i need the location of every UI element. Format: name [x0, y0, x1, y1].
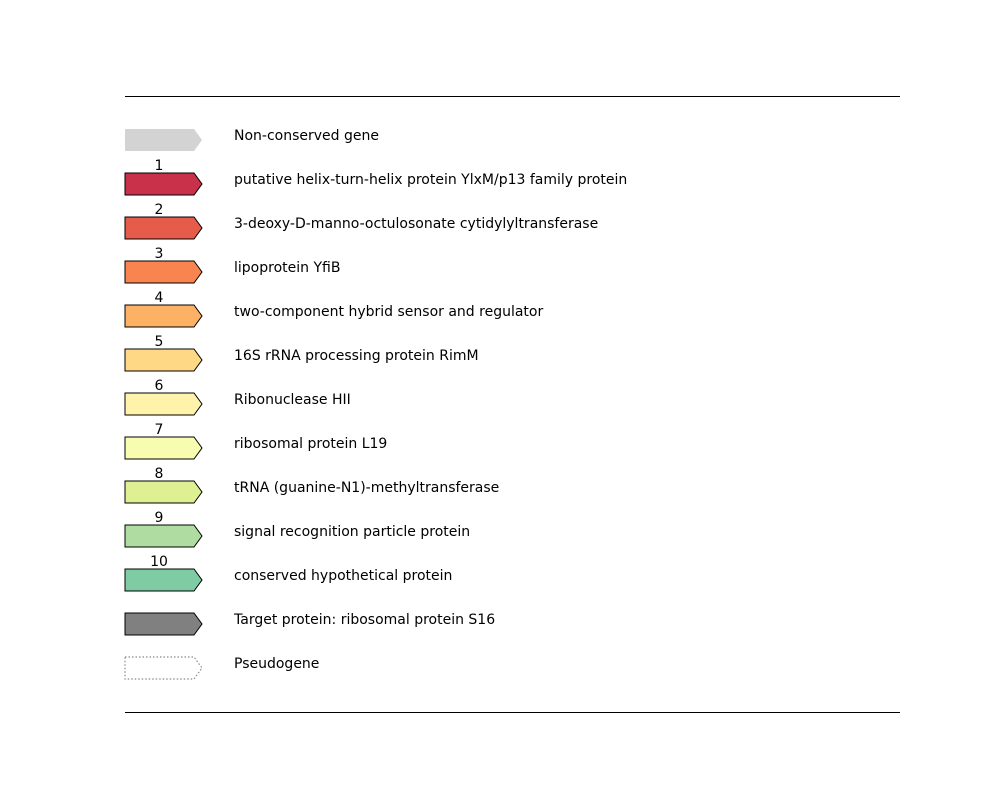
gene-number-label: 6: [155, 378, 164, 394]
gene-arrow-icon: [124, 524, 203, 548]
legend-item-label: lipoprotein YfiB: [234, 260, 340, 276]
gene-arrow-icon: [124, 392, 203, 416]
legend-item-label: 16S rRNA processing protein RimM: [234, 348, 479, 364]
legend-item-label: two-component hybrid sensor and regulato…: [234, 304, 543, 320]
legend-item-label: ribosomal protein L19: [234, 436, 387, 452]
legend-item-label: 3-deoxy-D-manno-octulosonate cytidylyltr…: [234, 216, 598, 232]
legend-item-label: Target protein: ribosomal protein S16: [233, 612, 495, 628]
gene-arrow-icon: [124, 612, 203, 636]
legend-item-label: conserved hypothetical protein: [234, 568, 452, 584]
gene-number-label: 8: [155, 466, 164, 482]
gene-number-label: 4: [155, 290, 164, 306]
legend-item: 3 lipoprotein YfiB: [124, 246, 340, 284]
gene-arrow-icon: [124, 304, 203, 328]
legend-item: 7 ribosomal protein L19: [124, 422, 387, 460]
gene-arrow-icon: [124, 656, 203, 680]
legend-item-label: Non-conserved gene: [234, 128, 379, 144]
gene-number-label: 10: [150, 554, 168, 570]
gene-arrow-icon: [124, 480, 203, 504]
gene-arrow-icon: [124, 172, 203, 196]
legend-rows: Non-conserved gene 1 putative helix-turn-h…: [124, 128, 627, 680]
legend-item: Target protein: ribosomal protein S16: [124, 612, 495, 636]
legend-item-label: Pseudogene: [234, 656, 319, 672]
gene-number-label: 5: [155, 334, 164, 350]
gene-arrow-icon: [124, 216, 203, 240]
gene-arrow-icon: [124, 348, 203, 372]
gene-number-label: 3: [155, 246, 164, 262]
gene-arrow-icon: [124, 436, 203, 460]
legend-item-label: tRNA (guanine-N1)-methyltransferase: [234, 480, 499, 496]
gene-arrow-icon: [124, 568, 203, 592]
legend-item: 4 two-component hybrid sensor and regulat…: [124, 290, 543, 328]
legend-item: 8 tRNA (guanine-N1)-methyltransferase: [124, 466, 499, 504]
legend-item: Pseudogene: [124, 656, 319, 680]
legend-item: 9 signal recognition particle protein: [124, 510, 470, 548]
gene-arrow-icon: [125, 129, 202, 151]
gene-number-label: 7: [155, 422, 164, 438]
legend-item: 6 Ribonuclease HII: [124, 378, 351, 416]
gene-arrow-icon: [124, 260, 203, 284]
gene-number-label: 9: [155, 510, 164, 526]
legend-item-label: signal recognition particle protein: [234, 524, 470, 540]
legend-item: 10 conserved hypothetical protein: [124, 554, 452, 592]
legend-item-label: Ribonuclease HII: [234, 392, 351, 408]
gene-number-label: 2: [155, 202, 164, 218]
legend-item: 1 putative helix-turn-helix protein YlxM/…: [124, 158, 627, 196]
legend-item: Non-conserved gene: [125, 128, 379, 151]
gene-number-label: 1: [155, 158, 164, 174]
legend-item-label: putative helix-turn-helix protein YlxM/p…: [234, 172, 627, 188]
legend-item: 5 16S rRNA processing protein RimM: [124, 334, 479, 372]
legend-item: 2 3-deoxy-D-manno-octulosonate cytidylylt…: [124, 202, 598, 240]
